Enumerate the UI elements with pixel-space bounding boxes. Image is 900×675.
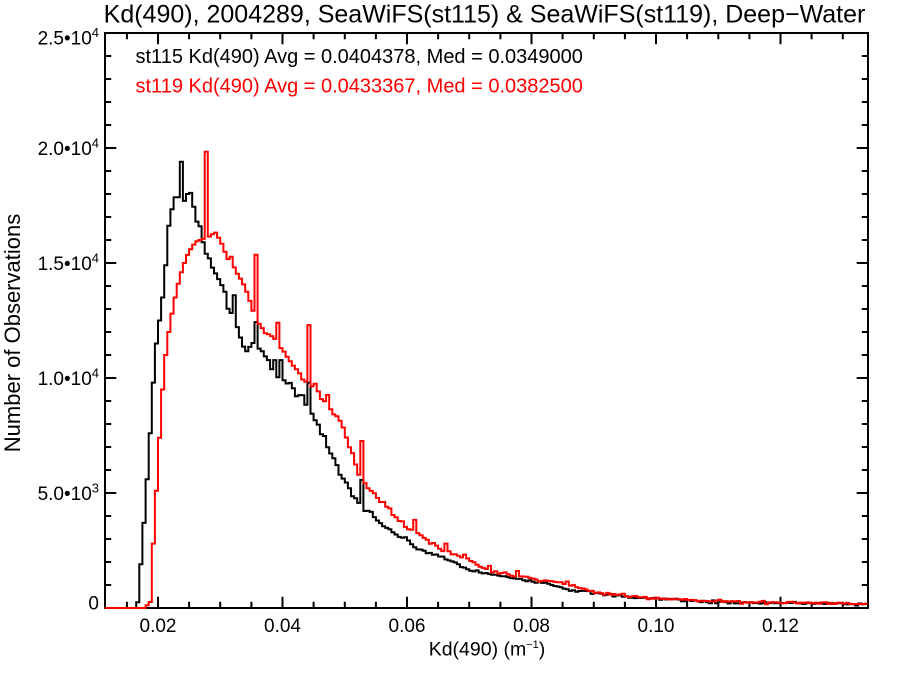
svg-text:Kd(490) (m−1): Kd(490) (m−1) bbox=[429, 639, 546, 661]
svg-text:2.5•104: 2.5•104 bbox=[38, 25, 99, 50]
svg-text:Kd(490), 2004289, SeaWiFS(st11: Kd(490), 2004289, SeaWiFS(st115) & SeaWi… bbox=[104, 1, 866, 29]
svg-text:st119 Kd(490) Avg = 0.0433367,: st119 Kd(490) Avg = 0.0433367, Med = 0.0… bbox=[136, 76, 583, 98]
svg-text:1.5•104: 1.5•104 bbox=[38, 251, 99, 276]
svg-text:2.0•104: 2.0•104 bbox=[38, 136, 99, 161]
svg-text:0.12: 0.12 bbox=[762, 616, 799, 637]
svg-text:0.10: 0.10 bbox=[638, 616, 675, 637]
svg-text:0: 0 bbox=[88, 594, 99, 615]
svg-text:0.04: 0.04 bbox=[264, 616, 301, 637]
svg-text:st115 Kd(490) Avg = 0.0404378,: st115 Kd(490) Avg = 0.0404378, Med = 0.0… bbox=[136, 46, 583, 68]
svg-text:5.0•103: 5.0•103 bbox=[38, 481, 99, 506]
svg-text:0.06: 0.06 bbox=[389, 616, 426, 637]
svg-text:Number of Observations: Number of Observations bbox=[0, 214, 25, 452]
svg-text:1.0•104: 1.0•104 bbox=[38, 366, 99, 391]
svg-text:0.02: 0.02 bbox=[140, 616, 177, 637]
svg-text:0.08: 0.08 bbox=[513, 616, 550, 637]
